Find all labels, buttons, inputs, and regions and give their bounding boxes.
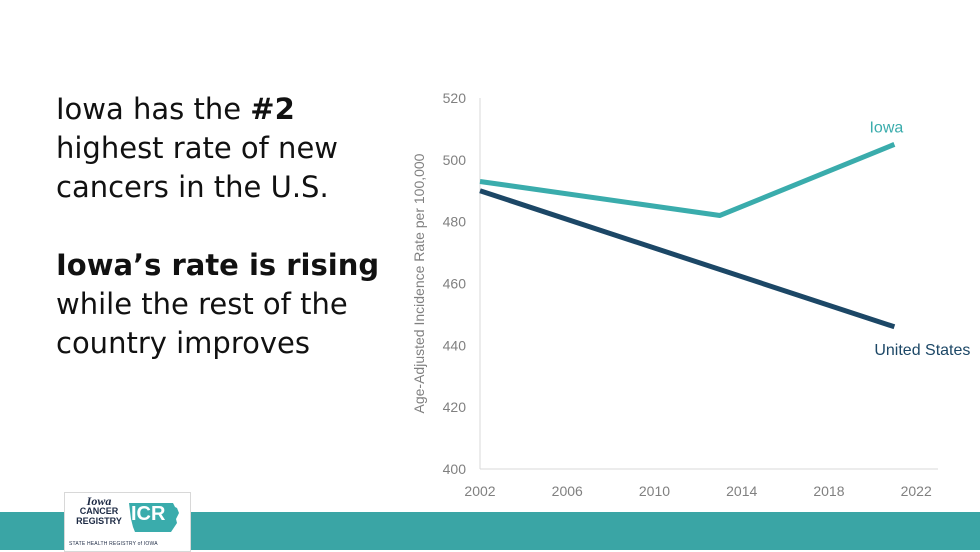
logo-wordmark: Iowa CANCER REGISTRY	[71, 494, 127, 526]
logo-registry-text: REGISTRY	[76, 516, 122, 526]
x-tick-label: 2006	[552, 483, 583, 499]
headline-rank-pre: Iowa has the	[56, 92, 251, 126]
headline-trend-bold: Iowa’s rate is rising	[56, 248, 380, 282]
x-tick-label: 2002	[464, 483, 495, 499]
series-label-united-states: United States	[874, 342, 970, 359]
series-label-iowa: Iowa	[869, 119, 903, 136]
headline-trend-post: while the rest of the country improves	[56, 287, 348, 360]
headline-rank: Iowa has the #2 highest rate of new canc…	[56, 90, 386, 207]
logo-tagline: STATE HEALTH REGISTRY of IOWA	[69, 541, 158, 547]
series-line-united-states	[479, 188, 896, 330]
headline-rank-post: highest rate of new cancers in the U.S.	[56, 131, 338, 204]
headline-trend: Iowa’s rate is rising while the rest of …	[56, 246, 386, 363]
series-line-iowa	[479, 142, 896, 218]
x-tick-label: 2022	[901, 483, 932, 499]
x-tick-label: 2018	[813, 483, 844, 499]
y-tick-label: 460	[443, 276, 467, 292]
y-tick-label: 400	[443, 461, 467, 477]
iowa-cancer-registry-logo: Iowa CANCER REGISTRY ICR STATE HEALTH RE…	[64, 492, 191, 552]
y-axis-label: Age-Adjusted Incidence Rate per 100,000	[411, 153, 427, 413]
logo-icr-text: ICR	[131, 503, 166, 525]
logo-iowa-text: Iowa	[86, 494, 112, 508]
iowa-map-icon	[129, 503, 179, 532]
headline-rank-number: #2	[250, 92, 295, 126]
y-tick-label: 420	[443, 399, 467, 415]
y-tick-label: 480	[443, 214, 467, 230]
y-tick-label: 440	[443, 337, 467, 353]
x-tick-label: 2014	[726, 483, 757, 499]
y-tick-label: 500	[443, 152, 467, 168]
logo-cancer-text: CANCER	[79, 506, 119, 516]
y-tick-label: 520	[443, 90, 467, 106]
headline: Iowa has the #2 highest rate of new canc…	[56, 90, 386, 363]
x-tick-label: 2010	[639, 483, 670, 499]
